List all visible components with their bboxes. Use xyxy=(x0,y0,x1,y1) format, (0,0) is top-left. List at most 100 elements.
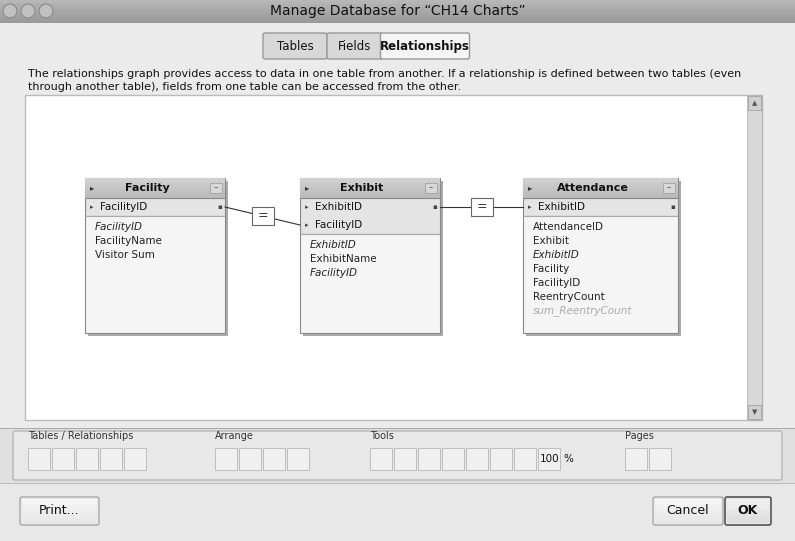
Bar xyxy=(747,95,762,420)
Bar xyxy=(22,506,97,509)
Bar xyxy=(523,190,678,192)
Bar xyxy=(0,15,795,16)
Text: Manage Database for “CH14 Charts”: Manage Database for “CH14 Charts” xyxy=(270,4,525,18)
Text: ExhibitName: ExhibitName xyxy=(310,254,377,264)
Text: Arrange: Arrange xyxy=(215,431,254,441)
Bar xyxy=(300,192,440,194)
Bar xyxy=(727,516,769,518)
Bar xyxy=(300,186,440,188)
Bar xyxy=(655,518,721,520)
Bar xyxy=(523,188,678,190)
Bar xyxy=(239,447,261,470)
Bar xyxy=(22,520,97,523)
Bar xyxy=(523,186,678,188)
Bar xyxy=(727,513,769,516)
Text: ExhibitID: ExhibitID xyxy=(533,250,580,260)
Bar xyxy=(85,196,225,198)
Bar xyxy=(727,520,769,523)
Bar xyxy=(523,184,678,186)
Bar xyxy=(0,8,795,9)
Text: Print...: Print... xyxy=(39,505,80,518)
Bar xyxy=(300,198,440,234)
Bar xyxy=(0,22,795,23)
Text: ▪: ▪ xyxy=(432,204,437,210)
Text: The relationships graph provides access to data in one table from another. If a : The relationships graph provides access … xyxy=(28,69,741,79)
Bar xyxy=(748,96,761,110)
Bar xyxy=(22,511,97,513)
Bar xyxy=(727,504,769,506)
Text: ▸: ▸ xyxy=(305,183,309,193)
Bar xyxy=(85,198,225,216)
Bar xyxy=(538,447,560,470)
Bar xyxy=(523,198,678,216)
Bar xyxy=(85,188,225,190)
Bar xyxy=(727,506,769,509)
Bar xyxy=(300,190,440,192)
FancyBboxPatch shape xyxy=(381,33,470,59)
Bar xyxy=(0,1,795,2)
Text: ▪: ▪ xyxy=(218,204,223,210)
Text: Exhibit: Exhibit xyxy=(340,183,384,193)
Text: Facility: Facility xyxy=(125,183,169,193)
Bar xyxy=(523,178,678,180)
Bar xyxy=(85,180,225,182)
Text: Tables / Relationships: Tables / Relationships xyxy=(28,431,134,441)
Bar xyxy=(655,502,721,504)
Bar xyxy=(0,2,795,3)
Bar xyxy=(514,447,536,470)
Bar xyxy=(28,447,50,470)
Bar xyxy=(0,11,795,12)
Text: FacilityID: FacilityID xyxy=(100,202,147,212)
Bar xyxy=(471,198,492,216)
Text: ▼: ▼ xyxy=(752,409,757,415)
Bar xyxy=(0,16,795,17)
Text: ▸: ▸ xyxy=(305,222,308,228)
Bar xyxy=(625,447,647,470)
Bar xyxy=(655,509,721,511)
Bar xyxy=(300,182,440,184)
Text: –: – xyxy=(667,183,671,193)
Bar xyxy=(85,178,225,198)
FancyBboxPatch shape xyxy=(263,33,327,59)
Bar xyxy=(655,499,721,502)
Bar xyxy=(523,192,678,194)
Bar xyxy=(727,511,769,513)
Bar xyxy=(425,183,437,193)
Bar xyxy=(85,186,225,188)
Text: Facility: Facility xyxy=(533,264,569,274)
Circle shape xyxy=(39,4,53,18)
Text: %: % xyxy=(563,453,573,464)
Bar xyxy=(727,502,769,504)
Bar xyxy=(52,447,74,470)
Bar xyxy=(300,194,440,196)
Bar xyxy=(85,184,225,186)
Bar xyxy=(22,502,97,504)
Text: ExhibitID: ExhibitID xyxy=(310,240,357,250)
Text: FacilityID: FacilityID xyxy=(95,222,143,232)
Bar xyxy=(442,447,464,470)
Bar xyxy=(526,181,681,336)
Bar xyxy=(88,181,228,336)
Bar xyxy=(210,183,222,193)
Bar xyxy=(727,518,769,520)
Bar xyxy=(523,196,678,198)
Bar xyxy=(22,504,97,506)
Bar xyxy=(0,17,795,18)
FancyBboxPatch shape xyxy=(327,33,383,59)
Bar xyxy=(85,216,225,333)
Text: Fields: Fields xyxy=(339,40,372,53)
Bar xyxy=(0,6,795,8)
Bar xyxy=(418,447,440,470)
Bar xyxy=(523,178,678,198)
Bar xyxy=(0,13,795,14)
Bar xyxy=(85,178,225,180)
Text: Cancel: Cancel xyxy=(667,505,709,518)
Bar xyxy=(490,447,512,470)
Bar xyxy=(0,18,795,19)
Bar xyxy=(251,207,273,225)
Text: FacilityName: FacilityName xyxy=(95,236,162,246)
Text: ▸: ▸ xyxy=(528,204,532,210)
Text: Attendance: Attendance xyxy=(556,183,628,193)
Bar xyxy=(0,4,795,5)
Text: ▸: ▸ xyxy=(305,204,308,210)
